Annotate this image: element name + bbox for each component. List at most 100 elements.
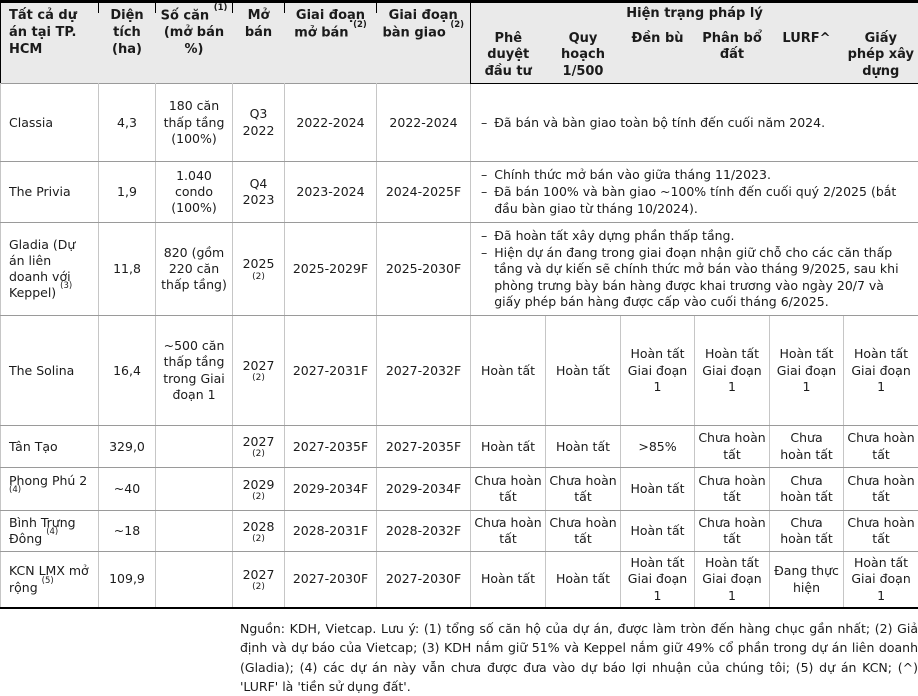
cell-legal-land-allocation: Chưa hoàn tất bbox=[695, 511, 770, 552]
table-row: Classia 4,3 180 căn thấp tầng (100%) Q3 … bbox=[1, 84, 918, 162]
col-header-zoning-1-500: Quy hoạch 1/500 bbox=[546, 26, 621, 84]
col-header-compensation: Đền bù bbox=[621, 26, 695, 84]
cell-legal-compensation: Hoàn tất Giai đoạn 1 bbox=[621, 316, 695, 426]
cell-sale-phase: 2027-2035F bbox=[285, 426, 377, 468]
cell-units bbox=[156, 511, 233, 552]
cell-launch: 2027(2) bbox=[233, 552, 285, 608]
col-header-handover-phase: Giai đoạn bàn giao (2) bbox=[377, 2, 471, 84]
cell-area: 16,4 bbox=[99, 316, 156, 426]
cell-sale-phase: 2028-2031F bbox=[285, 511, 377, 552]
table-row: KCN LMX mở rộng (5) 109,9 2027(2) 2027-2… bbox=[1, 552, 918, 608]
cell-handover-phase: 2029-2034F bbox=[377, 468, 471, 511]
cell-sale-phase: 2025-2029F bbox=[285, 222, 377, 315]
cell-project-name: The Solina bbox=[1, 316, 99, 426]
cell-handover-phase: 2022-2024 bbox=[377, 84, 471, 162]
cell-legal-zoning: Chưa hoàn tất bbox=[546, 468, 621, 511]
cell-legal-compensation: >85% bbox=[621, 426, 695, 468]
cell-units: ~500 căn thấp tầng trong Giai đoạn 1 bbox=[156, 316, 233, 426]
cell-sale-phase: 2022-2024 bbox=[285, 84, 377, 162]
cell-handover-phase: 2024-2025F bbox=[377, 162, 471, 223]
footnote-ref-2g: (2) bbox=[236, 535, 281, 544]
note-item: –Đã bán và bàn giao toàn bộ tính đến cuố… bbox=[481, 115, 912, 131]
cell-legal-zoning: Hoàn tất bbox=[546, 552, 621, 608]
cell-launch: 2028(2) bbox=[233, 511, 285, 552]
footnote-ref-4: (4) bbox=[9, 485, 21, 495]
note-text: Hiện dự án đang trong giai đoạn nhận giữ… bbox=[494, 245, 912, 310]
cell-legal-zoning: Chưa hoàn tất bbox=[546, 511, 621, 552]
note-item: –Đã hoàn tất xây dựng phần thấp tầng. bbox=[481, 228, 912, 244]
cell-legal-notes: –Đã bán và bàn giao toàn bộ tính đến cuố… bbox=[471, 84, 918, 162]
col-header-handover-label: Giai đoạn bàn giao bbox=[382, 8, 457, 40]
col-header-units-label: Số căn bbox=[161, 8, 210, 23]
col-header-lurf: LURF^ bbox=[770, 26, 844, 84]
col-header-land-allocation: Phân bổ đất bbox=[695, 26, 770, 84]
cell-handover-phase: 2027-2032F bbox=[377, 316, 471, 426]
footnote-ref-4b: (4) bbox=[46, 527, 58, 537]
note-text: Chính thức mở bán vào giữa tháng 11/2023… bbox=[494, 167, 771, 183]
cell-legal-compensation: Hoàn tất bbox=[621, 511, 695, 552]
table-row: Gladia (Dự án liên doanh với Keppel) (3)… bbox=[1, 222, 918, 315]
dash-bullet: – bbox=[481, 245, 487, 261]
cell-launch: 2027(2) bbox=[233, 316, 285, 426]
col-header-launch: Mở bán bbox=[233, 2, 285, 84]
column-tick bbox=[376, 0, 377, 13]
cell-project-name: Tân Tạo bbox=[1, 426, 99, 468]
cell-legal-zoning: Hoàn tất bbox=[546, 426, 621, 468]
note-text: Đã hoàn tất xây dựng phần thấp tầng. bbox=[494, 228, 734, 244]
footnote-ref-2h: (2) bbox=[236, 583, 281, 592]
cell-units: 1.040 condo (100%) bbox=[156, 162, 233, 223]
cell-launch: 2029(2) bbox=[233, 468, 285, 511]
footnote-ref-2e: (2) bbox=[236, 450, 281, 459]
cell-launch: 2027(2) bbox=[233, 426, 285, 468]
footnote-ref-5: (5) bbox=[42, 576, 54, 586]
cell-legal-construction-permit: Chưa hoàn tất bbox=[844, 426, 918, 468]
dash-bullet: – bbox=[481, 167, 487, 183]
cell-sale-phase: 2023-2024 bbox=[285, 162, 377, 223]
cell-units bbox=[156, 426, 233, 468]
cell-launch: Q3 2022 bbox=[233, 84, 285, 162]
cell-legal-construction-permit: Hoàn tất Giai đoạn 1 bbox=[844, 552, 918, 608]
cell-area: ~18 bbox=[99, 511, 156, 552]
cell-legal-zoning: Hoàn tất bbox=[546, 316, 621, 426]
cell-legal-construction-permit: Chưa hoàn tất bbox=[844, 511, 918, 552]
footnote-ref-2: (2) bbox=[353, 20, 367, 30]
cell-units: 820 (gồm 220 căn thấp tầng) bbox=[156, 222, 233, 315]
cell-legal-investment: Hoàn tất bbox=[471, 552, 546, 608]
cell-project-name: The Privia bbox=[1, 162, 99, 223]
note-item: –Chính thức mở bán vào giữa tháng 11/202… bbox=[481, 167, 912, 183]
footnote-ref-2b: (2) bbox=[450, 20, 464, 30]
table-row: The Solina 16,4 ~500 căn thấp tầng trong… bbox=[1, 316, 918, 426]
table-row: Phong Phú 2 (4) ~40 2029(2) 2029-2034F 2… bbox=[1, 468, 918, 511]
footnote-ref-2c: (2) bbox=[236, 273, 281, 282]
cell-project-name: Phong Phú 2 (4) bbox=[1, 468, 99, 511]
col-header-area: Diện tích (ha) bbox=[99, 2, 156, 84]
cell-legal-lurf: Đang thực hiện bbox=[770, 552, 844, 608]
dash-bullet: – bbox=[481, 228, 487, 244]
cell-handover-phase: 2025-2030F bbox=[377, 222, 471, 315]
cell-sale-phase: 2027-2030F bbox=[285, 552, 377, 608]
table-row: Bình Trưng Đông (4) ~18 2028(2) 2028-203… bbox=[1, 511, 918, 552]
footnote-ref-2d: (2) bbox=[236, 374, 281, 383]
cell-legal-lurf: Hoàn tất Giai đoạn 1 bbox=[770, 316, 844, 426]
cell-launch: Q4 2023 bbox=[233, 162, 285, 223]
cell-handover-phase: 2028-2032F bbox=[377, 511, 471, 552]
dash-bullet: – bbox=[481, 115, 487, 131]
cell-legal-land-allocation: Hoàn tất Giai đoạn 1 bbox=[695, 552, 770, 608]
cell-area: ~40 bbox=[99, 468, 156, 511]
col-header-sale-phase: Giai đoạn mở bán (2) bbox=[285, 2, 377, 84]
cell-legal-notes: –Chính thức mở bán vào giữa tháng 11/202… bbox=[471, 162, 918, 223]
cell-units: 180 căn thấp tầng (100%) bbox=[156, 84, 233, 162]
cell-legal-land-allocation: Chưa hoàn tất bbox=[695, 468, 770, 511]
cell-legal-land-allocation: Chưa hoàn tất bbox=[695, 426, 770, 468]
cell-legal-lurf: Chưa hoàn tất bbox=[770, 468, 844, 511]
cell-units bbox=[156, 552, 233, 608]
cell-project-name: Classia bbox=[1, 84, 99, 162]
footnote-ref-1: (1) bbox=[214, 3, 228, 13]
table-row: The Privia 1,9 1.040 condo (100%) Q4 202… bbox=[1, 162, 918, 223]
cell-legal-construction-permit: Hoàn tất Giai đoạn 1 bbox=[844, 316, 918, 426]
cell-sale-phase: 2029-2034F bbox=[285, 468, 377, 511]
cell-legal-compensation: Hoàn tất Giai đoạn 1 bbox=[621, 552, 695, 608]
projects-table: Tất cả dự án tại TP. HCM Diện tích (ha) … bbox=[0, 0, 918, 609]
col-header-units: Số căn (1)(mở bán %) bbox=[156, 2, 233, 84]
